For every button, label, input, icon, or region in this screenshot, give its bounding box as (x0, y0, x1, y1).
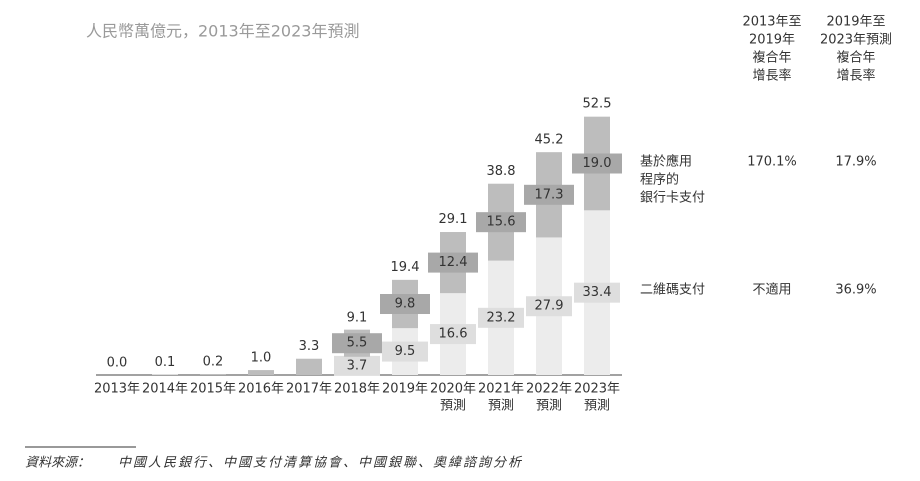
bar (200, 374, 226, 375)
bar (248, 370, 274, 375)
value-label: 12.4 (439, 255, 468, 270)
value-label: 23.2 (487, 310, 516, 325)
value-label-box (430, 324, 476, 345)
x-tick-label: 2022年 (526, 382, 572, 397)
table-cell: 170.1% (747, 155, 797, 170)
source-label: 資料來源： (25, 456, 90, 471)
value-label: 9.5 (395, 344, 416, 359)
value-label-box (478, 307, 524, 328)
bar (296, 358, 322, 375)
legend-label: 程序的 (640, 172, 679, 188)
chart-title: 人民幣萬億元，2013年至2023年預測 (86, 22, 359, 41)
total-label: 38.8 (487, 164, 516, 179)
total-label: 9.1 (347, 311, 368, 326)
x-tick-label: 2017年 (286, 382, 332, 397)
total-label: 1.0 (251, 351, 272, 366)
table-header: 2013年至 (742, 15, 801, 30)
x-tick-label: 2018年 (334, 382, 380, 397)
total-label: 0.1 (155, 355, 176, 370)
legend-label: 二維碼支付 (640, 283, 705, 298)
total-label: 0.0 (107, 356, 128, 371)
value-label-box (524, 184, 574, 205)
table-cell: 17.9% (835, 155, 876, 170)
x-tick-label: 2013年 (94, 382, 140, 397)
x-tick-label: 2023年 (574, 382, 620, 397)
x-tick-label: 2014年 (142, 382, 188, 397)
value-label-box (382, 341, 428, 362)
x-tick-label: 2021年 (478, 382, 524, 397)
x-tick-label: 預測 (584, 399, 610, 414)
table-header: 2019年 (749, 33, 795, 48)
total-label: 52.5 (583, 97, 612, 112)
x-tick-label: 預測 (536, 399, 562, 414)
total-label: 0.2 (203, 355, 224, 370)
value-label-box (574, 282, 620, 303)
value-label: 3.7 (347, 358, 368, 373)
x-tick-label: 2020年 (430, 382, 476, 397)
x-tick-label: 2015年 (190, 382, 236, 397)
table-header: 2023年預測 (820, 33, 892, 48)
table-cell: 36.9% (835, 283, 876, 298)
table-cell: 不適用 (752, 282, 791, 298)
value-label: 9.8 (395, 297, 416, 312)
value-label: 27.9 (535, 299, 564, 314)
table-header: 增長率 (836, 68, 875, 84)
table-header: 2019年至 (826, 15, 885, 30)
x-tick-label: 預測 (440, 399, 466, 414)
table-header: 複合年 (752, 50, 791, 66)
value-label-box (332, 333, 382, 354)
total-label: 29.1 (439, 212, 468, 227)
value-label: 19.0 (583, 156, 612, 171)
value-label: 15.6 (487, 215, 516, 230)
value-label: 5.5 (347, 336, 368, 351)
total-label: 3.3 (299, 339, 320, 354)
legend-label: 基於應用 (640, 154, 692, 170)
x-tick-label: 2019年 (382, 382, 428, 397)
total-label: 45.2 (535, 133, 564, 148)
value-label: 16.6 (439, 327, 468, 342)
x-tick-label: 預測 (488, 399, 514, 414)
table-header: 增長率 (752, 68, 791, 84)
value-label-box (428, 252, 478, 273)
total-label: 19.4 (391, 260, 420, 275)
value-label: 33.4 (583, 285, 612, 300)
table-header: 複合年 (836, 50, 875, 66)
source-text: 中國人民銀行、中國支付清算協會、中國銀聯、奧緯諮詢分析 (118, 456, 523, 471)
x-tick-label: 2016年 (238, 382, 284, 397)
value-label-box (334, 355, 380, 376)
value-label-box (380, 294, 430, 315)
legend-label: 銀行卡支付 (640, 191, 705, 206)
value-label: 17.3 (535, 187, 564, 202)
value-label-box (526, 296, 572, 317)
value-label-box (476, 212, 526, 233)
value-label-box (572, 153, 622, 174)
